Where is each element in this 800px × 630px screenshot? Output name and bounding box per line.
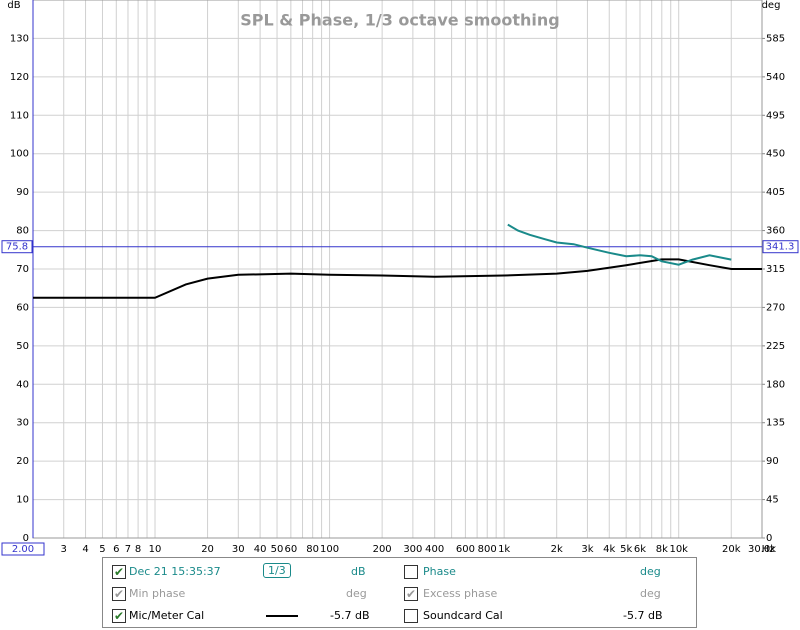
x-tick-label: 40 (254, 544, 267, 555)
chart-title: SPL & Phase, 1/3 octave smoothing (240, 11, 559, 30)
x-tick-label: 800 (478, 544, 497, 555)
checkbox[interactable]: ✔ (404, 587, 418, 601)
checkbox[interactable] (404, 565, 418, 579)
y-tick-label: 90 (16, 187, 29, 198)
y-tick-label: 110 (10, 110, 29, 121)
y2-tick-label: 405 (766, 187, 785, 198)
x-tick-label: 7 (125, 544, 131, 555)
y-tick-label: 130 (10, 33, 29, 44)
unit: deg (640, 587, 661, 600)
x-tick-label: 10 (149, 544, 162, 555)
x-tick-label: 200 (373, 544, 392, 555)
x-tick-label: 2.00 (12, 544, 34, 555)
label: Excess phase (423, 587, 498, 600)
unit: dB (351, 565, 366, 578)
y-tick-label: 40 (16, 379, 29, 390)
value: -5.7 dB (623, 609, 663, 622)
y2-tick-label: 135 (766, 418, 785, 429)
x-tick-label: 6k (634, 544, 646, 555)
y-tick-label: 20 (16, 456, 29, 467)
y-tick-label: 0 (23, 533, 29, 544)
x-tick-label: 30.0k (748, 544, 776, 555)
label: Soundcard Cal (423, 609, 503, 622)
y2-unit: deg (762, 0, 781, 11)
x-tick-label: 600 (456, 544, 475, 555)
cursor-box (1, 542, 45, 556)
y2-tick-label: 360 (766, 226, 785, 237)
y-tick-label: 30 (16, 418, 29, 429)
series-name: Dec 21 15:35:37 (129, 565, 221, 578)
cursor-label: 75.8 (6, 242, 28, 253)
x-tick-label: 4k (603, 544, 615, 555)
x-tick-label: 3k (581, 544, 593, 555)
y-tick-label: 70 (16, 264, 29, 275)
cursor-box (762, 240, 799, 254)
x-tick-label: 60 (284, 544, 297, 555)
checkbox[interactable]: ✔ (112, 609, 126, 623)
cursor-box (1, 240, 33, 254)
x-tick-label: 5 (99, 544, 105, 555)
cursor-label: 341.3 (766, 242, 795, 253)
y2-tick-label: 180 (766, 379, 785, 390)
x-tick-label: 6 (113, 544, 119, 555)
label: Mic/Meter Cal (129, 609, 205, 622)
x-tick-label: 3 (61, 544, 67, 555)
x-tick-label: 400 (425, 544, 444, 555)
x-unit: Hz (762, 544, 775, 555)
legend-panel: ✔ Dec 21 15:35:37 1/3 dB Phase deg ✔ Min… (102, 557, 697, 628)
x-tick-label: 30 (232, 544, 245, 555)
x-tick-label: 300 (403, 544, 422, 555)
x-tick-label: 80 (306, 544, 319, 555)
x-tick-label: 8 (135, 544, 141, 555)
x-tick-label: 5k (620, 544, 632, 555)
x-tick-label: 2k (551, 544, 563, 555)
unit: deg (640, 565, 661, 578)
smoothing[interactable]: 1/3 (263, 563, 291, 578)
x-tick-label: 100 (320, 544, 339, 555)
x-tick-label: 20 (201, 544, 214, 555)
y-tick-label: 80 (16, 226, 29, 237)
y2-tick-label: 540 (766, 72, 785, 83)
y-tick-label: 100 (10, 149, 29, 160)
x-tick-label: 20k (722, 544, 741, 555)
x-tick-label: 4 (82, 544, 88, 555)
y2-tick-label: 225 (766, 341, 785, 352)
y2-tick-label: 45 (766, 495, 779, 506)
y-tick-label: 120 (10, 72, 29, 83)
line-swatch (266, 615, 298, 617)
y2-tick-label: 585 (766, 33, 785, 44)
unit: deg (346, 587, 367, 600)
y-tick-label: 10 (16, 495, 29, 506)
series-line (507, 223, 732, 266)
value: -5.7 dB (330, 609, 370, 622)
y-tick-label: 50 (16, 341, 29, 352)
checkbox[interactable]: ✔ (112, 587, 126, 601)
y2-tick-label: 495 (766, 110, 785, 121)
checkbox[interactable] (404, 609, 418, 623)
x-tick-label: 8k (656, 544, 668, 555)
y2-tick-label: 450 (766, 149, 785, 160)
y2-tick-label: 0 (766, 533, 772, 544)
grid (32, 0, 763, 539)
series-line (33, 258, 762, 299)
checkbox[interactable]: ✔ (112, 565, 126, 579)
y2-tick-label: 270 (766, 302, 785, 313)
series-name: Phase (423, 565, 456, 578)
x-tick-label: 10k (669, 544, 688, 555)
label: Min phase (129, 587, 186, 600)
y2-tick-label: 90 (766, 456, 779, 467)
y-tick-label: 60 (16, 302, 29, 313)
x-tick-label: 1k (498, 544, 510, 555)
y2-tick-label: 315 (766, 264, 785, 275)
y-unit: dB (7, 0, 20, 11)
x-tick-label: 50 (271, 544, 284, 555)
